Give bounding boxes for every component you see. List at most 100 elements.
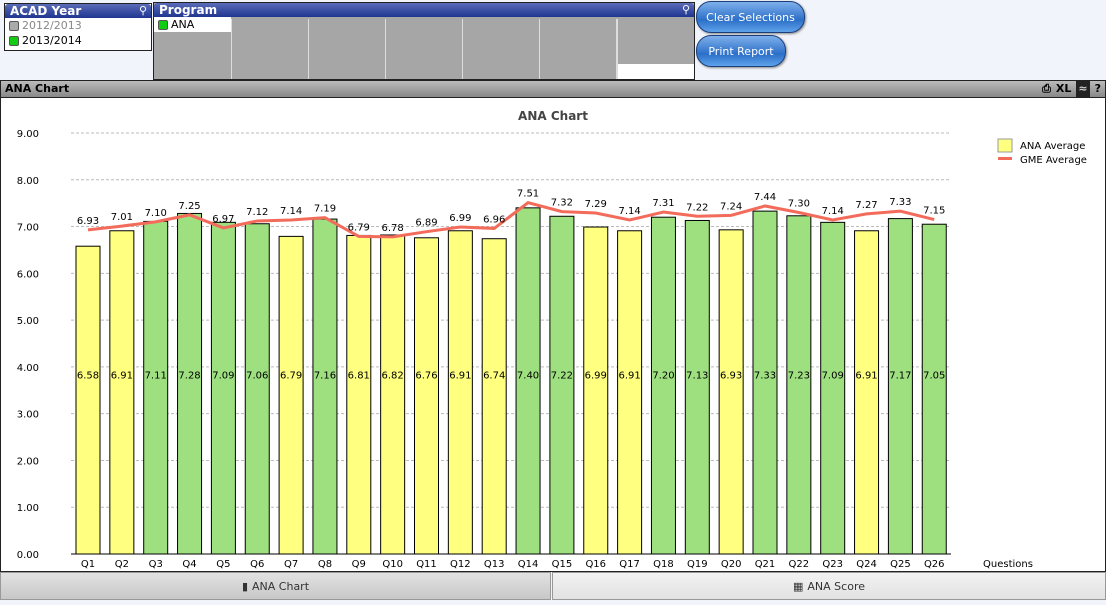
y-tick-label: 3.00 [17, 410, 39, 421]
bar-value-label: 6.79 [280, 371, 302, 382]
bar-value-label: 7.13 [686, 371, 708, 382]
bar-value-label: 7.05 [923, 371, 945, 382]
legend-swatch-ana [997, 138, 1013, 153]
bar-Q26 [921, 223, 947, 555]
bar-chart-icon: ▮ [241, 579, 249, 593]
y-tick-label: 6.00 [17, 269, 39, 280]
panel-title-bar: ANA Chart ⎙ XL ≈? [1, 81, 1105, 98]
bar-value-label: 6.91 [618, 371, 640, 382]
bar-value-label: 6.93 [720, 371, 742, 382]
x-tick-label: Q6 [250, 559, 264, 570]
bar-Q16 [583, 226, 609, 555]
bar-Q17 [617, 230, 643, 555]
bar-value-label: 6.74 [483, 371, 505, 382]
bar-Q2 [109, 230, 135, 555]
empty-cell [617, 64, 694, 79]
bar-value-label: 6.82 [382, 371, 404, 382]
x-axis-label: Questions [983, 559, 1033, 570]
bar-value-label: 7.09 [212, 371, 234, 382]
bar-Q21 [752, 210, 778, 555]
x-tick-label: Q18 [653, 559, 674, 570]
x-tick-label: Q24 [856, 559, 877, 570]
bar-value-label: 7.33 [754, 371, 776, 382]
line-value-label: 7.12 [246, 207, 268, 218]
chart-icon[interactable]: ≈ [1076, 81, 1090, 97]
program-header: Program ⚲ [154, 3, 694, 17]
bar-Q12 [447, 230, 473, 555]
legend-label-gme: GME Average [1020, 155, 1087, 166]
bar-value-label: 7.17 [889, 371, 911, 382]
line-value-label: 6.79 [348, 222, 370, 233]
acad-year-listbox: ACAD Year ⚲ 2012/2013 2013/2014 [4, 3, 152, 51]
bar-Q24 [854, 230, 880, 555]
bar-value-label: 7.06 [246, 371, 268, 382]
line-value-label: 7.33 [889, 197, 911, 208]
bar-value-label: 6.91 [449, 371, 471, 382]
line-value-label: 7.31 [652, 198, 674, 209]
bar-Q6 [244, 223, 270, 555]
line-value-label: 6.96 [483, 214, 505, 225]
x-tick-label: Q16 [585, 559, 606, 570]
list-item-ana[interactable]: ANA [154, 17, 231, 32]
print-icon[interactable]: ⎙ [1042, 82, 1051, 95]
clear-selections-button[interactable]: Clear Selections [696, 1, 805, 33]
bar-Q19 [684, 219, 710, 555]
search-icon[interactable]: ⚲ [681, 3, 690, 16]
x-tick-label: Q17 [619, 559, 640, 570]
y-tick-label: 5.00 [17, 316, 39, 327]
y-tick-label: 9.00 [17, 129, 39, 140]
bar-value-label: 7.20 [652, 371, 674, 382]
x-tick-label: Q7 [284, 559, 298, 570]
x-tick-label: Q10 [382, 559, 403, 570]
column-dividers [231, 19, 618, 79]
tab-ana-score[interactable]: ▦ ANA Score [552, 572, 1106, 600]
bar-Q3 [143, 220, 169, 555]
line-value-label: 7.14 [618, 206, 640, 217]
x-tick-label: Q5 [216, 559, 230, 570]
bar-value-label: 6.58 [77, 371, 99, 382]
bar-Q13 [481, 238, 507, 555]
print-report-button[interactable]: Print Report [696, 35, 786, 67]
excluded-indicator-icon [9, 20, 19, 31]
line-value-label: 7.01 [111, 212, 133, 223]
bar-value-label: 7.40 [517, 371, 539, 382]
bar-value-label: 7.09 [822, 371, 844, 382]
legend-swatch-gme [998, 157, 1012, 160]
y-tick-label: 8.00 [17, 176, 39, 187]
x-tick-label: Q1 [81, 559, 95, 570]
line-value-label: 7.22 [686, 202, 708, 213]
bar-value-label: 7.22 [551, 371, 573, 382]
y-tick-label: 2.00 [17, 456, 39, 467]
bar-value-label: 7.16 [314, 371, 336, 382]
x-tick-label: Q11 [416, 559, 437, 570]
bar-value-label: 6.91 [855, 371, 877, 382]
x-tick-label: Q21 [755, 559, 776, 570]
list-item-2013-2014[interactable]: 2013/2014 [5, 33, 151, 48]
x-tick-label: Q9 [352, 559, 366, 570]
line-value-label: 7.44 [754, 192, 776, 203]
help-icon[interactable]: ? [1094, 82, 1101, 95]
table-icon: ▦ [793, 579, 804, 593]
chart-panel: ANA Chart ⎙ XL ≈? ANA Chart 0.00 1.00 2.00 3.0… [0, 80, 1106, 572]
bar-value-label: 7.28 [178, 371, 200, 382]
bar-value-label: 7.23 [788, 371, 810, 382]
search-icon[interactable]: ⚲ [138, 4, 147, 17]
line-value-label: 7.29 [585, 199, 607, 210]
program-listbox: Program ⚲ ANA [153, 2, 695, 80]
list-item-2012-2013[interactable]: 2012/2013 [5, 18, 151, 33]
line-value-label: 6.99 [449, 213, 471, 224]
bar-value-label: 6.99 [585, 371, 607, 382]
bar-value-label: 6.81 [348, 371, 370, 382]
bar-Q22 [786, 215, 812, 555]
x-tick-label: Q19 [687, 559, 708, 570]
tab-ana-chart[interactable]: ▮ ANA Chart [0, 572, 551, 600]
x-tick-label: Q12 [450, 559, 471, 570]
line-value-label: 7.10 [145, 208, 167, 219]
bar-Q18 [650, 216, 676, 555]
export-excel-icon[interactable]: XL [1055, 82, 1072, 95]
line-value-label: 7.24 [720, 201, 742, 212]
line-value-label: 7.30 [788, 199, 810, 210]
x-tick-label: Q25 [890, 559, 911, 570]
selected-indicator-icon [9, 35, 19, 46]
bar-Q4 [177, 212, 203, 555]
